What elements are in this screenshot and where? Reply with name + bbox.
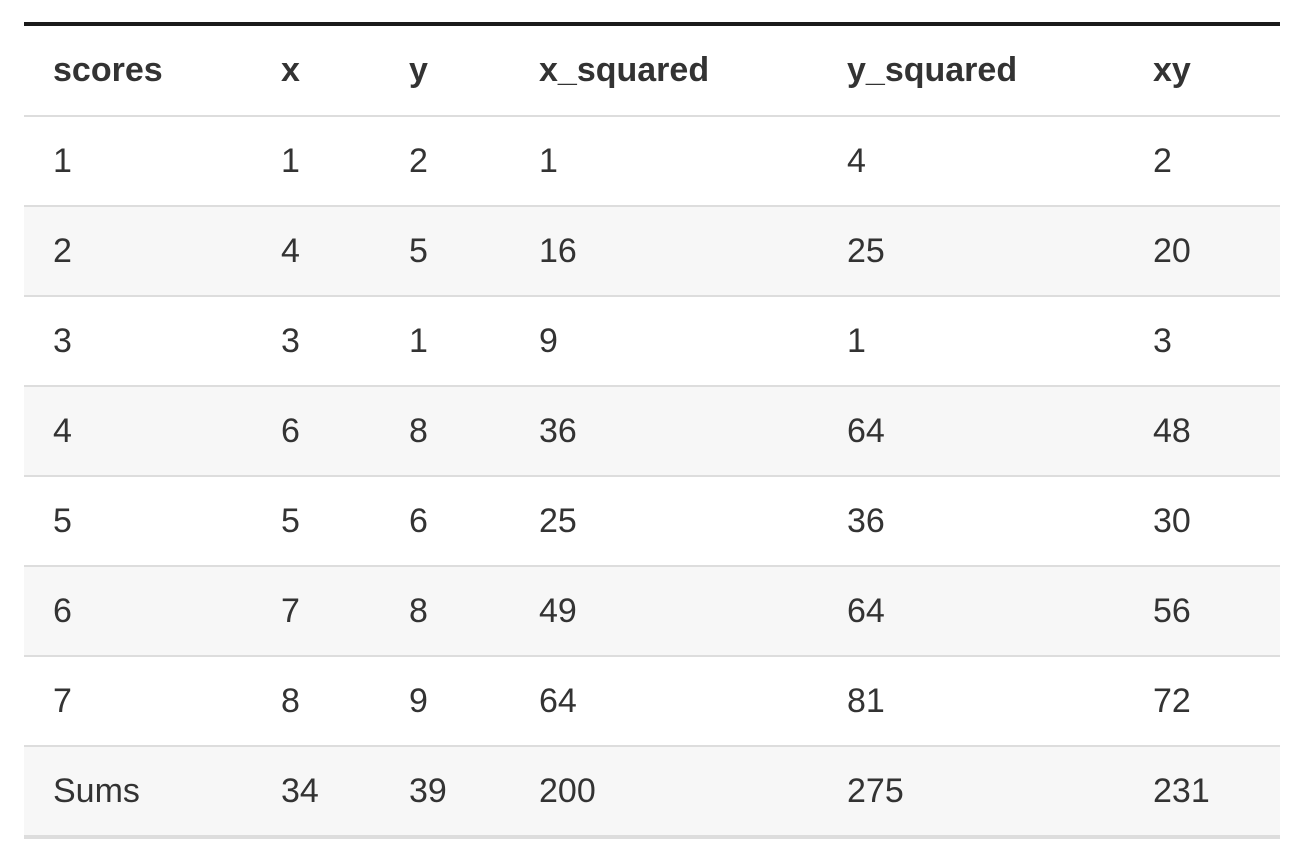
table-row: 4 6 8 36 64 48 — [24, 385, 1280, 476]
cell-y: 1 — [380, 295, 510, 386]
cell-x-squared: 16 — [510, 205, 818, 296]
table-row: 7 8 9 64 81 72 — [24, 655, 1280, 746]
cell-xy: 2 — [1153, 141, 1172, 180]
cell-scores: 1 — [53, 141, 72, 180]
cell-y: 8 — [380, 565, 510, 656]
cell-x-squared: 1 — [539, 141, 558, 180]
column-header-y: y — [380, 24, 510, 117]
cell-y-squared: 4 — [847, 141, 866, 180]
cell-y-squared: 25 — [818, 205, 1124, 296]
table-body: 1 1 2 1 4 2 2 4 5 16 25 20 3 3 1 9 1 3 4 6 8 36 64 48 5 5 6 25 36 30 6… — [24, 116, 1280, 837]
cell-x-squared: 9 — [510, 295, 818, 386]
column-header-scores: scores — [24, 24, 252, 117]
column-header-x: x — [252, 24, 380, 117]
cell-y: 2 — [409, 141, 428, 180]
cell-xy: 3 — [1124, 295, 1280, 386]
cell-x: 5 — [252, 475, 380, 566]
cell-y: 6 — [380, 475, 510, 566]
cell-xy: 56 — [1124, 565, 1280, 656]
table-header: scores x y x_squared y_squared xy — [24, 24, 1280, 117]
cell-y-squared: 81 — [818, 655, 1124, 746]
cell-x: 34 — [252, 745, 380, 837]
cell-scores: Sums — [24, 745, 252, 837]
cell-xy: 72 — [1124, 655, 1280, 746]
cell-y-squared: 64 — [818, 565, 1124, 656]
header-row: scores x y x_squared y_squared xy — [24, 24, 1280, 117]
cell-y: 8 — [380, 385, 510, 476]
sums-row: Sums 34 39 200 275 231 — [24, 745, 1280, 837]
cell-x: 3 — [252, 295, 380, 386]
cell-y: 39 — [380, 745, 510, 837]
cell-x: 8 — [252, 655, 380, 746]
cell-scores: 2 — [24, 205, 252, 296]
table-row: 1 1 2 1 4 2 — [24, 116, 1280, 206]
cell-x-squared: 200 — [510, 745, 818, 837]
cell-x: 1 — [281, 141, 300, 180]
cell-y-squared: 1 — [818, 295, 1124, 386]
cell-y-squared: 64 — [818, 385, 1124, 476]
table-row: 6 7 8 49 64 56 — [24, 565, 1280, 656]
cell-x-squared: 36 — [510, 385, 818, 476]
cell-x: 6 — [252, 385, 380, 476]
cell-y: 9 — [380, 655, 510, 746]
cell-x-squared: 25 — [510, 475, 818, 566]
cell-scores: 3 — [24, 295, 252, 386]
cell-xy: 20 — [1124, 205, 1280, 296]
cell-xy: 231 — [1124, 745, 1280, 837]
cell-x: 4 — [252, 205, 380, 296]
cell-y: 5 — [380, 205, 510, 296]
cell-x-squared: 49 — [510, 565, 818, 656]
cell-xy: 30 — [1124, 475, 1280, 566]
column-header-x-squared: x_squared — [510, 24, 818, 117]
cell-scores: 5 — [24, 475, 252, 566]
column-header-y-squared: y_squared — [818, 24, 1124, 117]
table-row: 2 4 5 16 25 20 — [24, 205, 1280, 296]
cell-x-squared: 64 — [510, 655, 818, 746]
cell-y-squared: 36 — [818, 475, 1124, 566]
table-row: 5 5 6 25 36 30 — [24, 475, 1280, 566]
cell-scores: 4 — [24, 385, 252, 476]
cell-xy: 48 — [1124, 385, 1280, 476]
cell-scores: 7 — [24, 655, 252, 746]
cell-x: 7 — [252, 565, 380, 656]
column-header-xy: xy — [1124, 24, 1280, 117]
cell-y-squared: 275 — [818, 745, 1124, 837]
cell-scores: 6 — [24, 565, 252, 656]
